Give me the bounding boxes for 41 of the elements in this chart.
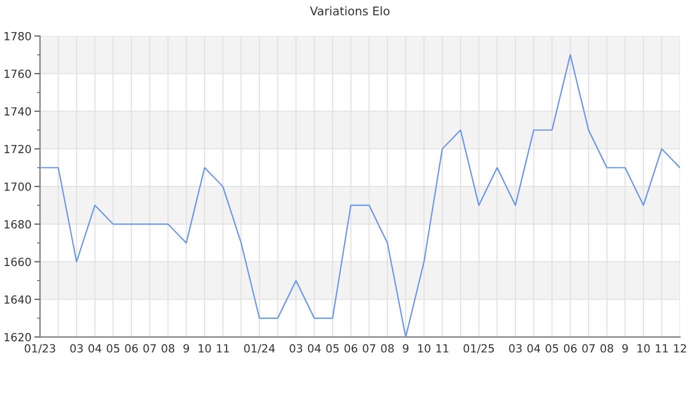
y-tick-label: 1700 <box>4 182 31 191</box>
x-tick-label: 06 <box>125 344 138 353</box>
y-tick-label: 1740 <box>4 107 31 116</box>
x-tick-label: 05 <box>326 344 339 353</box>
x-tick-label: 12 <box>674 344 686 352</box>
x-tick-label: 08 <box>162 344 174 353</box>
x-tick-label: 10 <box>198 344 211 353</box>
x-tick-label: 06 <box>564 344 577 353</box>
x-tick-label: 11 <box>217 344 229 352</box>
x-tick-label: 9 <box>402 344 408 353</box>
x-tick-label: 04 <box>527 344 540 353</box>
x-tick-label: 08 <box>381 344 394 353</box>
y-tick-label: 1640 <box>4 295 31 304</box>
x-tick-label: 01/25 <box>464 344 494 354</box>
x-tick-label: 01/24 <box>244 344 275 354</box>
y-tick-label: 1680 <box>4 220 31 229</box>
x-tick-label: 06 <box>344 344 358 353</box>
x-tick-label: 03 <box>509 344 522 353</box>
x-tick-label: 10 <box>638 344 650 353</box>
x-tick-label: 03 <box>290 344 302 353</box>
y-tick-label: 1760 <box>4 70 31 78</box>
y-tick-label: 1660 <box>4 258 31 266</box>
x-tick-label: 05 <box>546 344 558 353</box>
x-tick-label: 07 <box>582 344 595 353</box>
x-tick-label: 9 <box>622 344 628 353</box>
x-tick-label: 04 <box>88 344 102 353</box>
x-tick-label: 11 <box>436 344 448 352</box>
chart-title: Variations Elo <box>310 6 390 16</box>
x-tick-label: 05 <box>106 344 120 353</box>
x-tick-label: 11 <box>656 344 668 352</box>
x-tick-label: 03 <box>70 344 83 353</box>
y-tick-label: 1720 <box>4 144 31 154</box>
y-tick-label: 1780 <box>4 32 31 40</box>
x-tick-label: 08 <box>600 344 614 353</box>
x-tick-label: 07 <box>143 344 156 353</box>
y-tick-label: 1620 <box>4 332 31 342</box>
x-tick-label: 01/23 <box>24 344 56 354</box>
x-tick-label: 04 <box>308 344 321 353</box>
x-tick-label: 9 <box>183 344 190 353</box>
x-tick-label: 07 <box>362 344 376 353</box>
x-tick-label: 10 <box>418 344 430 353</box>
